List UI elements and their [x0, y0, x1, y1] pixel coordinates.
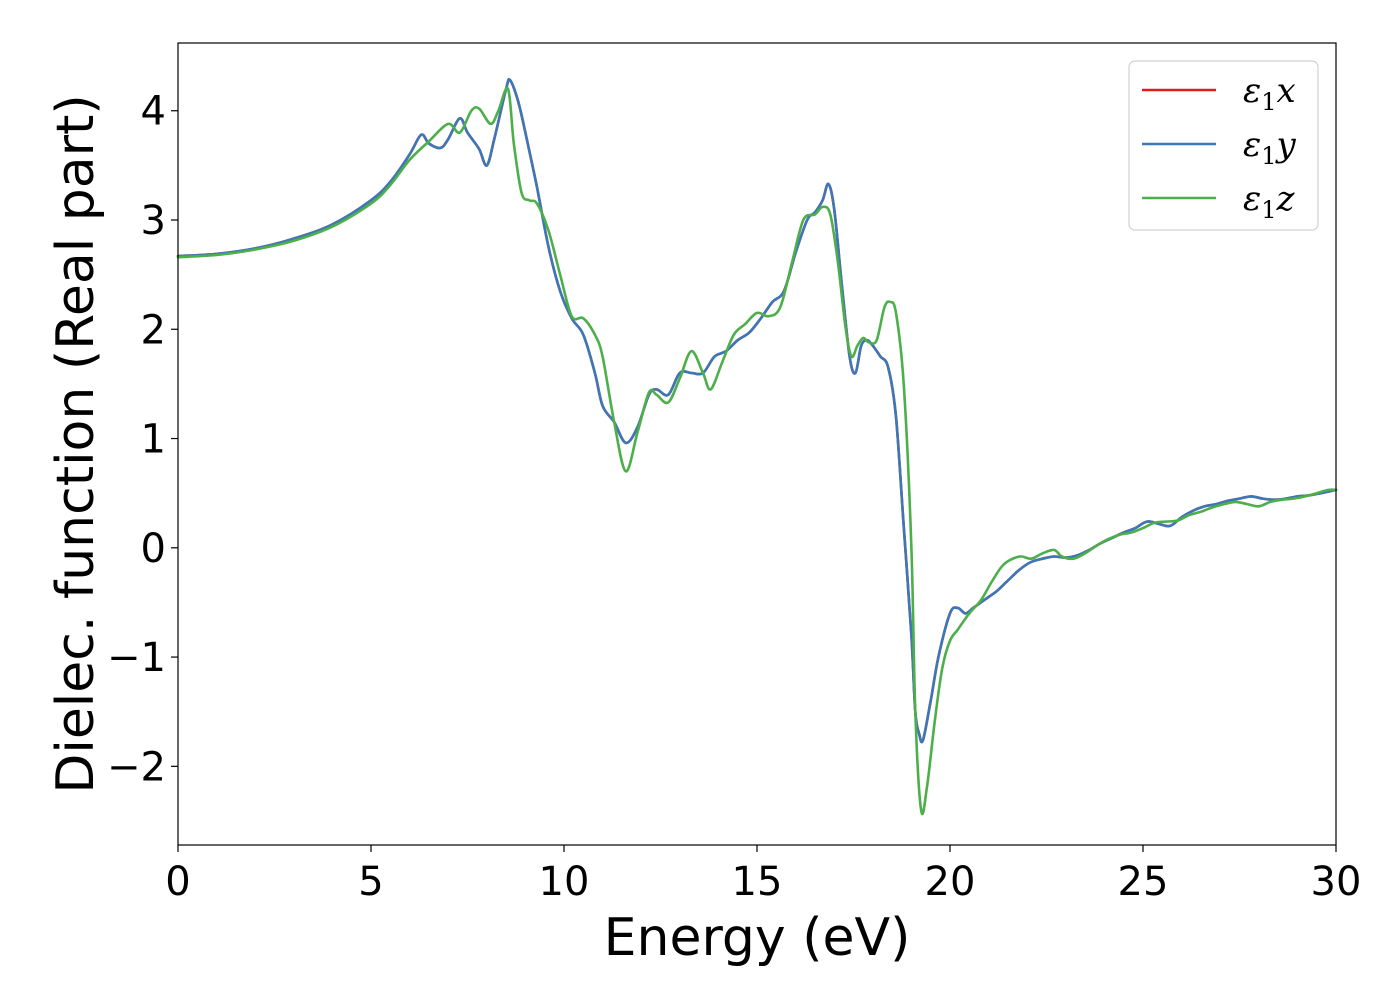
x-tick-label: 0 [165, 859, 190, 905]
plot-lines [176, 78, 1338, 816]
y-tick-label: 0 [141, 526, 166, 572]
x-tick-label: 30 [1311, 859, 1362, 905]
series-line-z [176, 86, 1338, 816]
legend-label-y: ε1y [1243, 125, 1297, 170]
y-tick-label: 2 [141, 307, 166, 353]
x-axis-label: Energy (eV) [604, 908, 911, 968]
plot-frame [177, 42, 1337, 846]
y-tick-label: 3 [141, 198, 166, 244]
x-tick-label: 5 [358, 859, 383, 905]
x-tick-label: 25 [1118, 859, 1169, 905]
y-axis-ticks: −2 −1 0 1 2 3 4 [107, 89, 178, 790]
x-tick-label: 20 [925, 859, 976, 905]
y-axis-label: Dielec. function (Real part) [46, 94, 106, 793]
y-tick-label: 4 [141, 89, 166, 135]
y-tick-label: 1 [141, 417, 166, 463]
legend-box [1128, 60, 1319, 231]
x-tick-label: 15 [732, 859, 783, 905]
x-tick-label: 10 [539, 859, 590, 905]
x-axis-ticks: 0 5 10 15 20 25 30 [165, 845, 1361, 905]
y-tick-label: −2 [107, 744, 166, 790]
legend-label-z: ε1z [1243, 179, 1296, 224]
y-tick-label: −1 [107, 635, 166, 681]
legend: ε1x ε1y ε1z [1128, 60, 1319, 231]
legend-label-x: ε1x [1243, 71, 1296, 116]
